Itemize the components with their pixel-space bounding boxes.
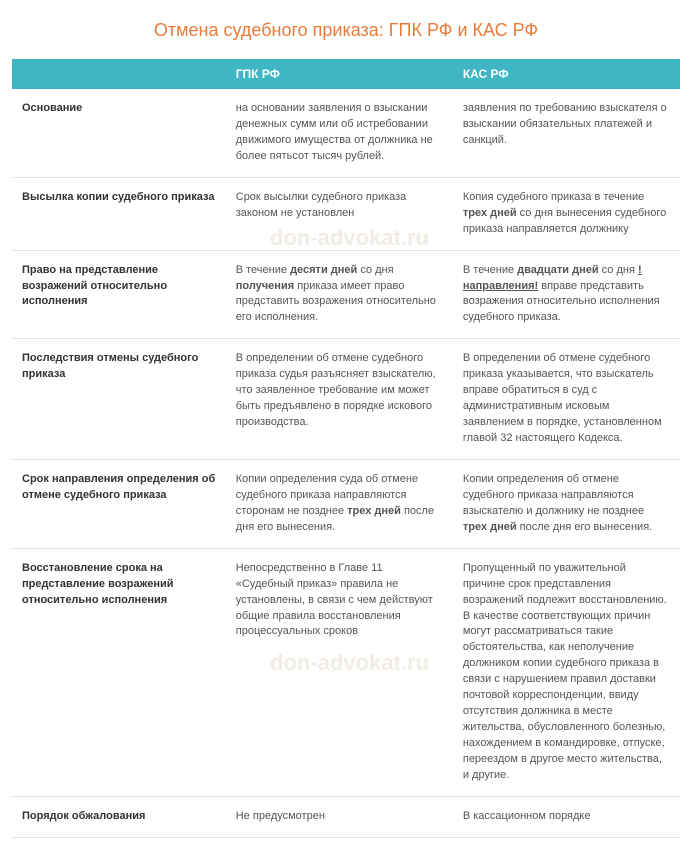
cell-kas: В течение двадцати дней со дня !направле… bbox=[453, 250, 680, 339]
header-blank bbox=[12, 59, 226, 89]
header-gpk: ГПК РФ bbox=[226, 59, 453, 89]
header-kas: КАС РФ bbox=[453, 59, 680, 89]
table-row: Срок направления определения об отмене с… bbox=[12, 459, 680, 548]
cell-kas: В кассационном порядке bbox=[453, 796, 680, 837]
table-row: Основаниена основании заявления о взыска… bbox=[12, 89, 680, 177]
cell-kas: Копии определения об отмене судебного пр… bbox=[453, 459, 680, 548]
row-label: Порядок обжалования bbox=[12, 796, 226, 837]
row-label: Право на представление возражений относи… bbox=[12, 250, 226, 339]
cell-gpk: В течение десяти дней со дня получения п… bbox=[226, 250, 453, 339]
row-label: Основание bbox=[12, 89, 226, 177]
cell-gpk: Срок высылки судебного приказа законом н… bbox=[226, 177, 453, 250]
table-row: Последствия отмены судебного приказаВ оп… bbox=[12, 339, 680, 460]
table-row: Восстановление срока на представление во… bbox=[12, 548, 680, 796]
cell-kas: Копия судебного приказа в течение трех д… bbox=[453, 177, 680, 250]
cell-kas: В определении об отмене судебного приказ… bbox=[453, 339, 680, 460]
row-label: Последствия отмены судебного приказа bbox=[12, 339, 226, 460]
cell-gpk: Непосредственно в Главе 11 «Судебный при… bbox=[226, 548, 453, 796]
cell-gpk: на основании заявления о взыскании денеж… bbox=[226, 89, 453, 177]
table-row: Порядок обжалованияНе предусмотренВ касс… bbox=[12, 796, 680, 837]
cell-gpk: Не предусмотрен bbox=[226, 796, 453, 837]
table-header-row: ГПК РФ КАС РФ bbox=[12, 59, 680, 89]
page-title: Отмена судебного приказа: ГПК РФ и КАС Р… bbox=[12, 20, 680, 41]
row-label: Высылка копии судебного приказа bbox=[12, 177, 226, 250]
table-row: Право на представление возражений относи… bbox=[12, 250, 680, 339]
cell-kas: Пропущенный по уважительной причине срок… bbox=[453, 548, 680, 796]
cell-kas: заявления по требованию взыскателя о взы… bbox=[453, 89, 680, 177]
table-row: Высылка копии судебного приказаСрок высы… bbox=[12, 177, 680, 250]
cell-gpk: В определении об отмене судебного приказ… bbox=[226, 339, 453, 460]
row-label: Срок направления определения об отмене с… bbox=[12, 459, 226, 548]
cell-gpk: Копии определения суда об отмене судебно… bbox=[226, 459, 453, 548]
row-label: Восстановление срока на представление во… bbox=[12, 548, 226, 796]
comparison-table: ГПК РФ КАС РФ Основаниена основании заяв… bbox=[12, 59, 680, 838]
